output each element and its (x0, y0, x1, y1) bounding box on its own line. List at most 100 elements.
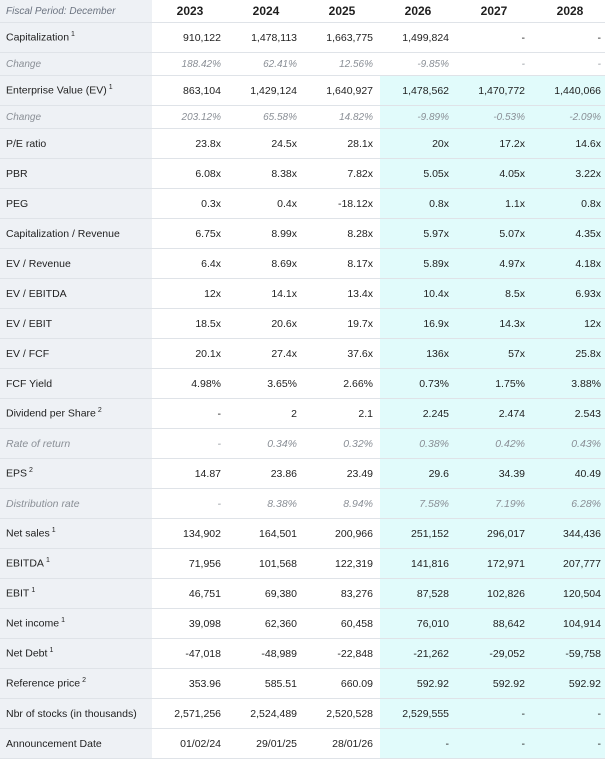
value-cell: - (456, 52, 532, 76)
value-cell: 87,528 (380, 578, 456, 609)
row-label-text: PBR (6, 167, 28, 180)
value-cell: - (152, 488, 228, 519)
value-cell: 39,098 (152, 608, 228, 639)
value-cell: 4.05x (456, 158, 532, 189)
year-header: 2025 (304, 0, 380, 23)
value-cell: 3.88% (532, 368, 605, 399)
value-cell: -22,848 (304, 638, 380, 669)
value-cell: 2,520,528 (304, 698, 380, 729)
value-cell: 12x (532, 308, 605, 339)
value-cell: 29/01/25 (228, 728, 304, 759)
row-label-text: EBIT (6, 587, 30, 600)
value-cell: 136x (380, 338, 456, 369)
value-cell: 25.8x (532, 338, 605, 369)
footnote-marker: 1 (71, 31, 75, 39)
value-cell: 6.75x (152, 218, 228, 249)
value-cell: 3.65% (228, 368, 304, 399)
row-label-text: EV / FCF (6, 347, 50, 360)
row-label: Nbr of stocks (in thousands) (0, 698, 152, 729)
value-cell: 188.42% (152, 52, 228, 76)
value-cell: -18.12x (304, 188, 380, 219)
value-cell: 1,440,066 (532, 75, 605, 106)
value-cell: 6.08x (152, 158, 228, 189)
footnote-marker: 2 (97, 407, 102, 415)
value-cell: 1.1x (456, 188, 532, 219)
table-row: FCF Yield 4.98% 3.65% 2.66% 0.73% 1.75% 3.88% (0, 368, 605, 399)
value-cell: 57x (456, 338, 532, 369)
value-cell: 4.35x (532, 218, 605, 249)
value-cell: 592.92 (532, 668, 605, 699)
table-row: EBITDA 1 71,956 101,568 122,319 141,816 172,97… (0, 548, 605, 579)
table-row: Dividend per Share 2-2 2.1 2.245 2.474 2.543 (0, 398, 605, 429)
row-label: EV / EBIT (0, 308, 152, 339)
row-label: Capitalization 1 (0, 22, 152, 53)
value-cell: 10.4x (380, 278, 456, 309)
value-cell: 863,104 (152, 75, 228, 106)
value-cell: 28.1x (304, 128, 380, 159)
table-row: EV / FCF 20.1x 27.4x 37.6x 136x 57x 25.8x (0, 338, 605, 369)
value-cell: 14.82% (304, 105, 380, 129)
value-cell: 5.07x (456, 218, 532, 249)
value-cell: -47,018 (152, 638, 228, 669)
year-header: 2024 (228, 0, 304, 23)
row-label: Rate of return (0, 428, 152, 459)
value-cell: 251,152 (380, 518, 456, 549)
value-cell: 37.6x (304, 338, 380, 369)
table-body: Capitalization 1 910,122 1,478,113 1,663,775… (0, 22, 605, 759)
value-cell: 6.93x (532, 278, 605, 309)
value-cell: 8.94% (304, 488, 380, 519)
row-label: EV / EBITDA (0, 278, 152, 309)
row-label-text: Net Debt (6, 647, 48, 660)
footnote-marker: 1 (31, 587, 36, 595)
value-cell: 592.92 (380, 668, 456, 699)
value-cell: 24.5x (228, 128, 304, 159)
value-cell: 2,571,256 (152, 698, 228, 729)
table-row: Distribution rate -8.38% 8.94% 7.58% 7.19% 6.… (0, 488, 605, 519)
row-label: P/E ratio (0, 128, 152, 159)
value-cell: 17.2x (456, 128, 532, 159)
row-label: Distribution rate (0, 488, 152, 519)
row-label-text: Net sales (6, 527, 50, 540)
row-label-text: EBITDA (6, 557, 44, 570)
row-label: Net sales 1 (0, 518, 152, 549)
value-cell: -59,758 (532, 638, 605, 669)
value-cell: 8.28x (304, 218, 380, 249)
row-label-text: Net income (6, 617, 60, 630)
row-label-text: Enterprise Value (EV) (6, 84, 107, 97)
footnote-marker: 1 (51, 527, 56, 535)
value-cell: 101,568 (228, 548, 304, 579)
value-cell: 14.6x (532, 128, 605, 159)
row-label-text: EPS (6, 467, 28, 480)
year-header: 2027 (456, 0, 532, 23)
value-cell: 141,816 (380, 548, 456, 579)
table-row: Reference price 2 353.96 585.51 660.09 592.92… (0, 668, 605, 699)
table-row: PBR 6.08x 8.38x 7.82x 5.05x 4.05x 3.22x (0, 158, 605, 189)
value-cell: 14.87 (152, 458, 228, 489)
row-label-text: Nbr of stocks (in thousands) (6, 707, 137, 720)
table-row: Net income 1 39,098 62,360 60,458 76,010 88,64… (0, 608, 605, 639)
row-label-text: Rate of return (6, 437, 71, 450)
value-cell: 34.39 (456, 458, 532, 489)
value-cell: 1.75% (456, 368, 532, 399)
value-cell: 0.38% (380, 428, 456, 459)
value-cell: 2,529,555 (380, 698, 456, 729)
value-cell: 23.8x (152, 128, 228, 159)
value-cell: 5.05x (380, 158, 456, 189)
value-cell: 102,826 (456, 578, 532, 609)
value-cell: 27.4x (228, 338, 304, 369)
value-cell: 200,966 (304, 518, 380, 549)
footnote-marker: 1 (61, 617, 66, 625)
value-cell: - (532, 698, 605, 729)
value-cell: - (456, 728, 532, 759)
row-label: Net income 1 (0, 608, 152, 639)
row-label: Net Debt 1 (0, 638, 152, 669)
value-cell: 0.32% (304, 428, 380, 459)
table-row: EBIT 1 46,751 69,380 83,276 87,528 102,826 120,… (0, 578, 605, 609)
table-row: EV / EBITDA 12x 14.1x 13.4x 10.4x 8.5x 6.93x (0, 278, 605, 309)
value-cell: - (456, 698, 532, 729)
value-cell: 122,319 (304, 548, 380, 579)
row-label-text: EV / Revenue (6, 257, 71, 270)
footnote-marker: 1 (49, 647, 54, 655)
value-cell: - (532, 52, 605, 76)
value-cell: 296,017 (456, 518, 532, 549)
